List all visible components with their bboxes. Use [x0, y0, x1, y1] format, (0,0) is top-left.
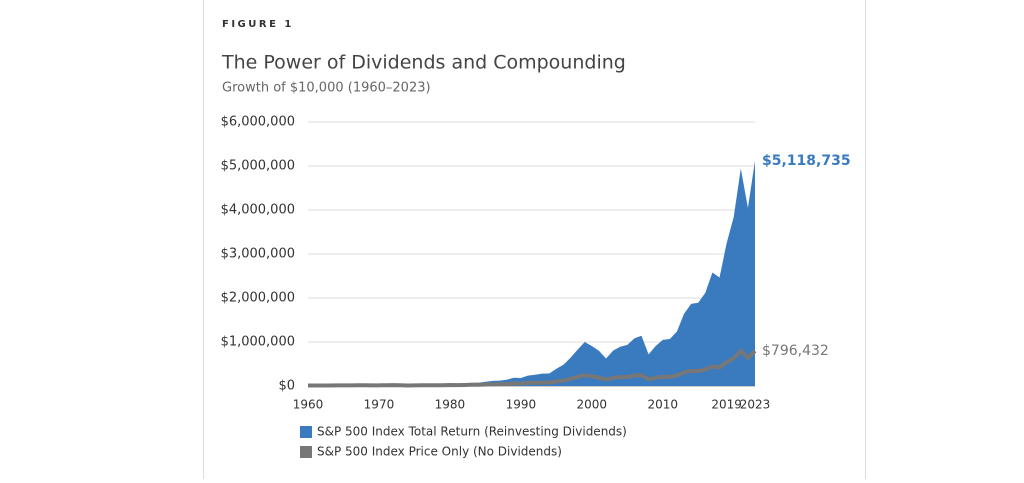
x-tick-label: 1970 — [364, 398, 395, 412]
price-line — [307, 348, 757, 388]
x-tick-label: 1980 — [435, 398, 466, 412]
chart-subtitle: Growth of $10,000 (1960–2023) — [222, 81, 431, 96]
end-label: $5,118,735 — [762, 153, 851, 169]
figure-label: FIGURE 1 — [222, 19, 294, 30]
x-tick-label: 2000 — [577, 398, 608, 412]
legend-swatch — [300, 426, 312, 438]
legend-label: S&P 500 Index Price Only (No Dividends) — [317, 445, 562, 459]
end-label: $796,432 — [762, 343, 829, 359]
area — [308, 160, 755, 386]
x-tick-label: 2023 — [740, 398, 771, 412]
legend-swatch — [300, 446, 312, 458]
chart-title: The Power of Dividends and Compounding — [221, 52, 626, 74]
x-tick-label: 2010 — [647, 398, 678, 412]
y-tick-label: $3,000,000 — [221, 247, 295, 262]
y-tick-label: $6,000,000 — [221, 115, 295, 130]
y-tick-label: $0 — [278, 379, 295, 394]
y-tick-label: $1,000,000 — [221, 335, 295, 350]
y-tick-label: $4,000,000 — [221, 203, 295, 218]
x-tick-label: 2019 — [711, 398, 742, 412]
y-tick-label: $5,000,000 — [221, 159, 295, 174]
x-tick-label: 1990 — [506, 398, 537, 412]
y-tick-label: $2,000,000 — [221, 291, 295, 306]
legend-label: S&P 500 Index Total Return (Reinvesting … — [317, 425, 627, 439]
x-tick-label: 1960 — [293, 398, 324, 412]
